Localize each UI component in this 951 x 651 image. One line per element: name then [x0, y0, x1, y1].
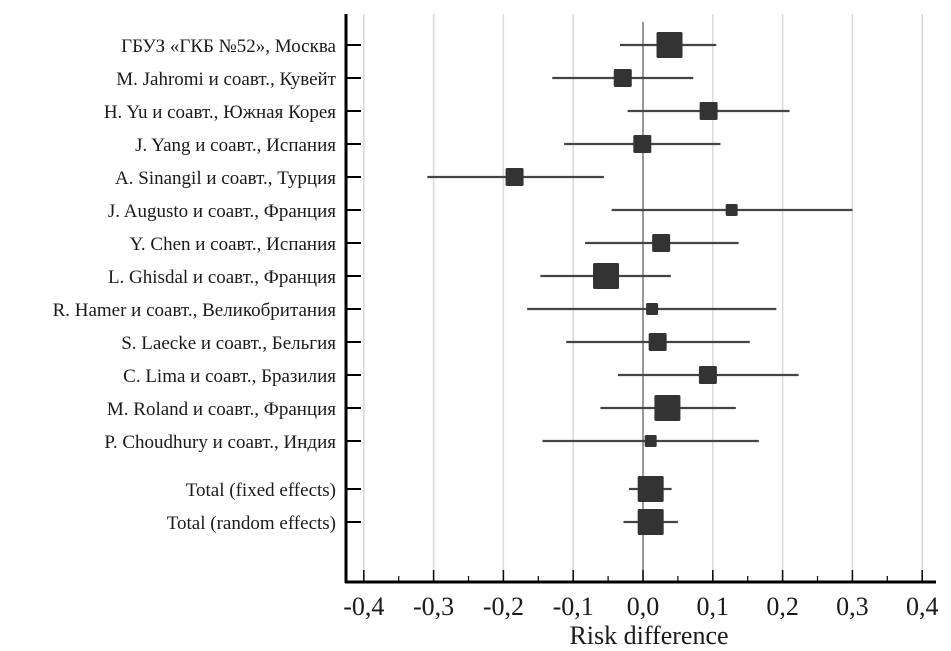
study-label: L. Ghisdal и соавт., Франция	[108, 267, 336, 288]
point-estimate-marker	[648, 333, 667, 351]
x-tick-label: 0,3	[836, 592, 869, 621]
study-label: H. Yu и соавт., Южная Корея	[104, 102, 336, 123]
study-label: Y. Chen и соавт., Испания	[130, 234, 337, 255]
study-label: ГБУЗ «ГКБ №52», Москва	[121, 36, 336, 57]
point-estimate-marker	[593, 263, 620, 289]
point-estimate-marker	[633, 135, 652, 153]
point-estimate-marker	[644, 435, 657, 447]
study-row: ГБУЗ «ГКБ №52», Москва	[121, 32, 717, 58]
point-estimate-marker	[637, 509, 664, 535]
study-row: S. Laecke и соавт., Бельгия	[121, 333, 750, 354]
study-row: J. Augusto и соавт., Франция	[108, 201, 853, 222]
study-label: S. Laecke и соавт., Бельгия	[121, 333, 336, 354]
x-tick-label: -0,3	[413, 592, 454, 621]
study-row: M. Roland и соавт., Франция	[107, 395, 736, 421]
axes	[344, 14, 936, 584]
x-axis-title: Risk difference	[569, 621, 728, 650]
point-estimate-marker	[613, 69, 632, 87]
study-label: J. Yang и соавт., Испания	[135, 135, 336, 156]
study-label: J. Augusto и соавт., Франция	[108, 201, 336, 222]
study-label: A. Sinangil и соавт., Турция	[115, 168, 336, 189]
total-label: Total (fixed effects)	[186, 480, 336, 501]
study-rows: ГБУЗ «ГКБ №52», Москва M. Jahromi и соавт…	[53, 32, 853, 535]
study-label: R. Hamer и соавт., Великобритания	[53, 300, 337, 321]
point-estimate-marker	[699, 102, 718, 120]
study-label: M. Roland и соавт., Франция	[107, 399, 336, 420]
point-estimate-marker	[652, 234, 671, 252]
x-ticks: -0,4 -0,3 -0,2 -0,1 0,0 0,1 0,2 0,3 0,4	[343, 570, 938, 621]
study-row: R. Hamer и соавт., Великобритания	[53, 300, 777, 321]
study-row: A. Sinangil и соавт., Турция	[115, 168, 604, 189]
x-tick-label: -0,2	[483, 592, 524, 621]
x-tick-label: 0,4	[906, 592, 939, 621]
point-estimate-marker	[656, 32, 683, 58]
study-row: P. Choudhury и соавт., Индия	[104, 432, 759, 453]
x-tick-label: -0,1	[553, 592, 594, 621]
point-estimate-marker	[725, 204, 738, 216]
study-label: P. Choudhury и соавт., Индия	[104, 432, 336, 453]
point-estimate-marker	[646, 303, 659, 315]
point-estimate-marker	[505, 168, 524, 186]
x-tick-label: 0,1	[697, 592, 730, 621]
study-row: Y. Chen и соавт., Испания	[130, 234, 739, 255]
study-row: L. Ghisdal и соавт., Франция	[108, 263, 671, 289]
x-tick-label: 0,0	[627, 592, 660, 621]
total-row: Total (random effects)	[167, 509, 678, 535]
total-label: Total (random effects)	[167, 513, 336, 534]
study-row: H. Yu и соавт., Южная Корея	[104, 102, 790, 123]
study-row: J. Yang и соавт., Испания	[135, 135, 721, 156]
point-estimate-marker	[654, 395, 681, 421]
x-tick-label: 0,2	[766, 592, 799, 621]
x-tick-label: -0,4	[343, 592, 384, 621]
point-estimate-marker	[698, 366, 717, 384]
study-label: M. Jahromi и соавт., Кувейт	[116, 69, 336, 90]
study-row: M. Jahromi и соавт., Кувейт	[116, 69, 694, 90]
study-row: C. Lima и соавт., Бразилия	[123, 366, 799, 387]
total-row: Total (fixed effects)	[186, 476, 672, 502]
point-estimate-marker	[637, 476, 664, 502]
study-label: C. Lima и соавт., Бразилия	[123, 366, 336, 387]
